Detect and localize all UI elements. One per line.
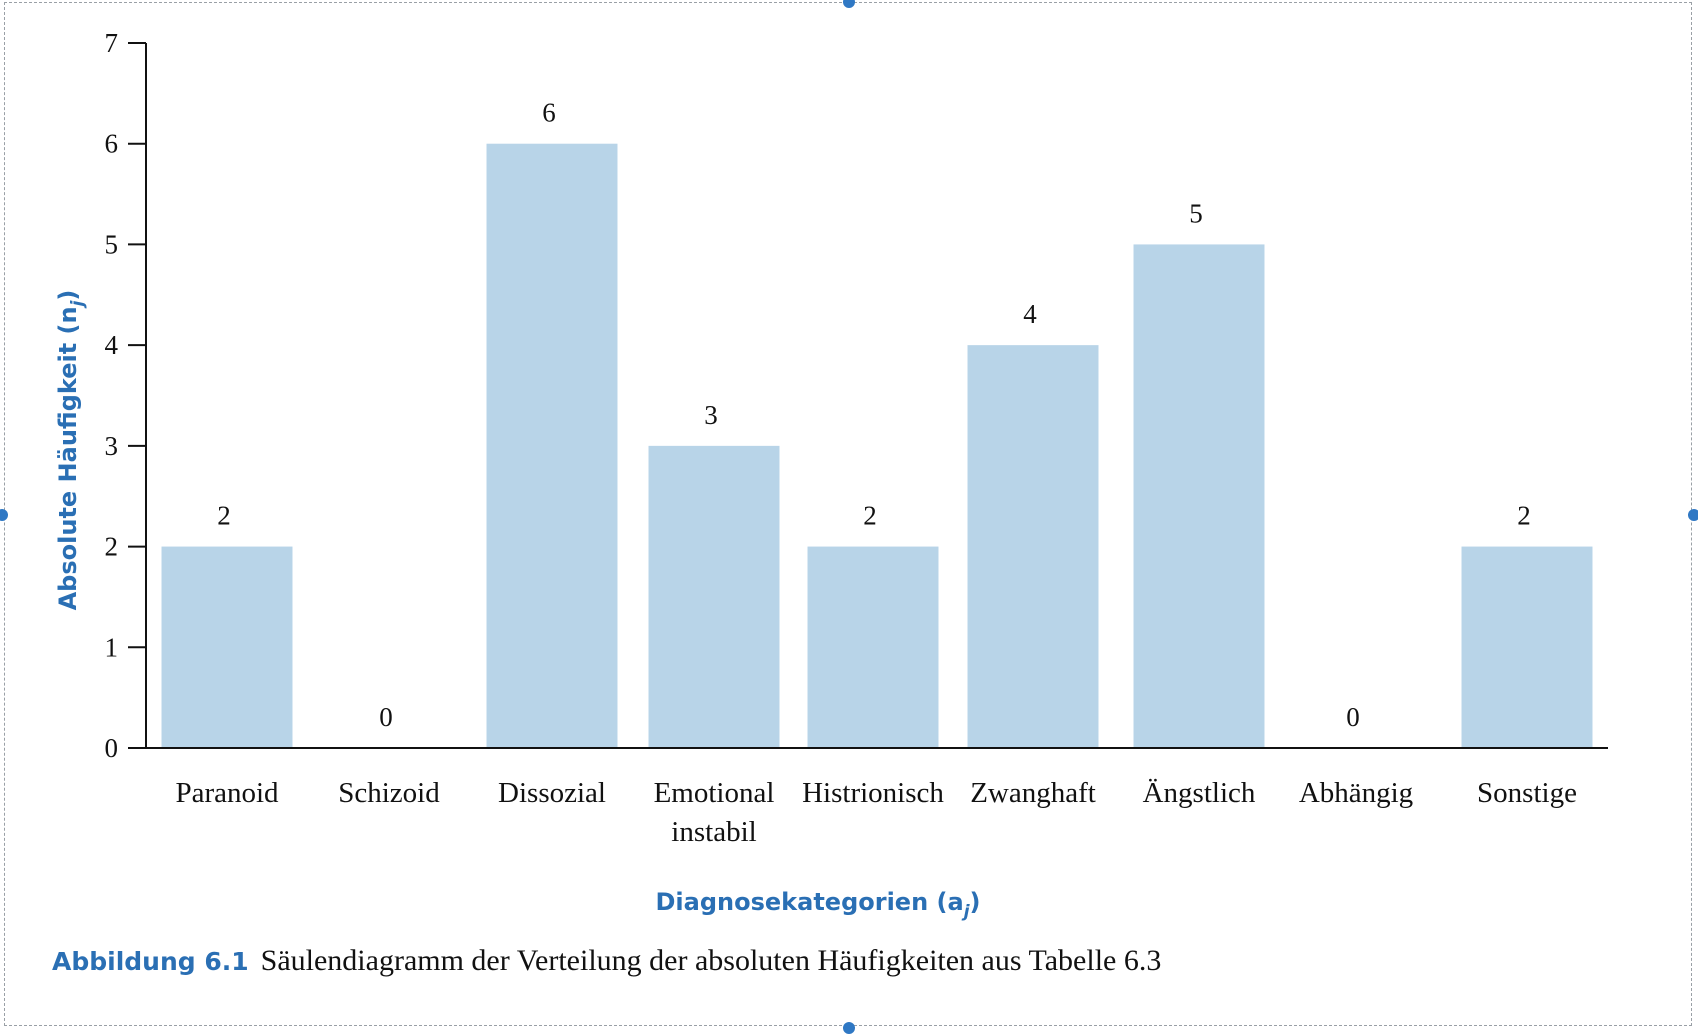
x-tick-label: Histrionisch [802, 777, 944, 809]
y-tick-label: 5 [105, 229, 119, 259]
bar [967, 345, 1099, 748]
value-labels-group: 2 0 6 3 2 4 5 0 2 [217, 98, 1531, 732]
bars-group [161, 143, 1593, 748]
bar [648, 445, 780, 748]
bar [1461, 546, 1593, 748]
x-axis-title: Diagnosekategorien (aj) [656, 888, 981, 922]
bar [807, 546, 939, 748]
y-tick-label: 7 [105, 28, 119, 58]
x-tick-label: Sonstige [1477, 777, 1577, 809]
y-tick-label: 0 [105, 733, 119, 763]
y-tick-label: 3 [105, 431, 119, 461]
caption-label: Abbildung 6.1 [52, 947, 249, 976]
y-axis-title: Absolute Häufigkeit (nj) [54, 290, 88, 611]
y-tick-label: 4 [105, 330, 119, 360]
y-tick-label: 2 [105, 532, 119, 562]
bar-value-label: 0 [379, 702, 393, 732]
x-tick-label: Dissozial [498, 777, 606, 809]
bar-value-label: 0 [1346, 702, 1360, 732]
y-tick-label: 1 [105, 632, 119, 662]
y-axis: 0 1 2 3 4 5 6 7 [105, 28, 147, 763]
x-tick-label: Ängstlich [1143, 777, 1256, 809]
x-tick-labels: Paranoid Schizoid Dissozial Emotional instab… [175, 777, 1577, 848]
resize-handle-left[interactable] [0, 509, 8, 521]
resize-handle-right[interactable] [1688, 509, 1698, 521]
x-tick-label: Abhängig [1299, 777, 1413, 809]
figure-caption: Abbildung 6.1 Säulendiagramm der Verteilu… [52, 944, 1161, 978]
bar-value-label: 4 [1023, 299, 1037, 329]
bar [1133, 244, 1265, 748]
x-tick-label: Schizoid [338, 777, 440, 809]
bar [486, 143, 618, 748]
caption-text: Säulendiagramm der Verteilung der absolu… [260, 944, 1162, 977]
bar-value-label: 2 [217, 501, 231, 531]
x-tick-label: Paranoid [175, 777, 279, 809]
bar [161, 546, 293, 748]
x-tick-label: Zwanghaft [970, 777, 1096, 809]
resize-handle-top[interactable] [843, 0, 855, 8]
bar-value-label: 2 [1517, 501, 1531, 531]
x-tick-label: Emotional instabil [654, 777, 775, 848]
bar-value-label: 2 [863, 501, 877, 531]
y-tick-label: 6 [105, 129, 119, 159]
bar-value-label: 5 [1189, 198, 1203, 228]
bar-value-label: 3 [704, 400, 718, 430]
bar-value-label: 6 [542, 98, 556, 128]
